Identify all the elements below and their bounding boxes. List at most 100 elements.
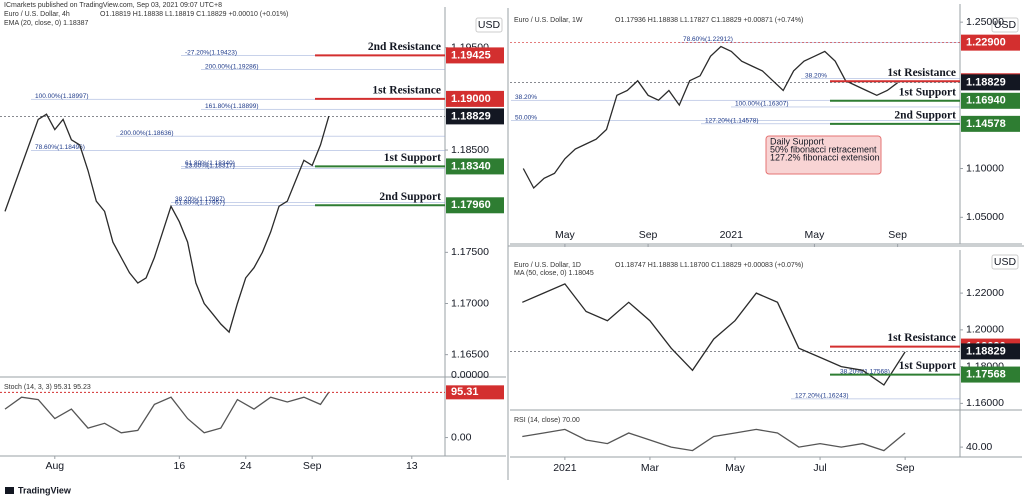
level-box (446, 158, 504, 175)
chart-title: Euro / U.S. Dollar, 1W (514, 17, 583, 24)
y-tick-label: 1.16000 (966, 397, 1004, 409)
fib-label: 38.20% (805, 72, 827, 79)
level-box (446, 108, 504, 125)
level-label: 1.19425 (451, 49, 491, 61)
level-name: 2nd Support (894, 109, 956, 121)
annotation-box (765, 135, 882, 175)
level-box (446, 47, 504, 64)
study-label: EMA (20, close, 0) 1.18387 (4, 20, 89, 27)
fib-label: 100.00%(1.16307) (735, 101, 789, 108)
fib-label: 200.00%(1.18636) (120, 130, 174, 137)
x-tick-label: 2021 (553, 462, 577, 474)
level-label: 1.18829 (966, 76, 1006, 88)
fib-label: 78.60%(1.18496) (35, 144, 85, 151)
price-line (522, 283, 906, 386)
y-tick-label: 1.16500 (451, 348, 489, 360)
fib-label: 61.80%(1.17957) (175, 199, 225, 206)
level-box (446, 385, 504, 400)
x-tick-label: Sep (888, 229, 907, 241)
y-tick-label: 1.20000 (966, 324, 1004, 336)
currency: USD (994, 256, 1017, 268)
fib-label: -27.20%(1.19423) (185, 49, 237, 56)
indicator-title: RSI (14, close) 70.00 (514, 417, 580, 424)
level-box (961, 92, 1020, 109)
level-label: 1.18829 (966, 345, 1006, 357)
indicator-top-label: 0.00000 (451, 369, 489, 381)
study-label: MA (50, close, 0) 1.18045 (514, 270, 594, 277)
level-name: 1st Resistance (372, 85, 441, 97)
level-name: 2nd Resistance (368, 41, 441, 53)
x-tick-label: May (805, 229, 826, 241)
level-label: 95.31 (451, 386, 479, 398)
x-tick-label: Sep (303, 460, 322, 472)
y-tick-label: 1.10000 (966, 162, 1004, 174)
y-tick-label: 40.00 (966, 441, 992, 453)
level-box (961, 366, 1020, 383)
indicator-line (4, 391, 330, 434)
currency: USD (994, 19, 1017, 31)
fib-label: 38.20%(1.17987) (175, 196, 225, 203)
y-tick-label: 1.22000 (966, 287, 1004, 299)
y-tick-label: 0.00 (451, 431, 472, 443)
fib-label: 100.00%(1.18997) (35, 93, 89, 100)
level-name: 1st Support (899, 86, 956, 98)
price-line (4, 113, 330, 334)
y-tick-label: 1.17500 (451, 246, 489, 258)
level-box (446, 90, 504, 107)
x-tick-label: 16 (173, 460, 185, 472)
x-tick-label: 13 (406, 460, 418, 472)
currency-box (991, 17, 1019, 33)
indicator-title: Stoch (14, 3, 3) 95.31 95.23 (4, 384, 91, 391)
x-tick-label: Sep (896, 462, 915, 474)
ohlc: O1.17936 H1.18838 L1.17827 C1.18829 +0.0… (615, 17, 803, 24)
y-tick-label: 1.17000 (451, 297, 489, 309)
level-box (446, 197, 504, 214)
ohlc: O1.18819 H1.18838 L1.18819 C1.18829 +0.0… (100, 11, 288, 18)
x-tick-label: Aug (45, 460, 64, 472)
level-name: 1st Support (899, 360, 956, 372)
fib-label: 127.20%(1.16243) (795, 393, 849, 400)
x-tick-label: Sep (639, 229, 658, 241)
level-label: 1.18829 (451, 110, 491, 122)
level-box (961, 343, 1020, 360)
y-tick-label: 1.18500 (451, 144, 489, 156)
level-label: 1.17568 (966, 368, 1006, 380)
level-label: 1.19000 (451, 93, 491, 105)
fib-label: 38.20% (515, 94, 537, 101)
annotation-line: 50% fibonacci retracement (770, 144, 877, 154)
x-tick-label: May (555, 229, 576, 241)
level-name: 1st Resistance (887, 67, 956, 79)
level-name: 1st Resistance (887, 332, 956, 344)
indicator-line (522, 428, 906, 452)
level-name: 2nd Support (379, 191, 441, 203)
price-line (522, 45, 898, 190)
x-tick-label: Mar (641, 462, 660, 474)
level-box (961, 74, 1020, 91)
level-label: 1.22900 (966, 37, 1006, 49)
fib-label: 127.20%(1.14578) (705, 118, 759, 125)
level-label: 1.17960 (451, 199, 491, 211)
level-label: 1.14578 (966, 118, 1006, 130)
annotation-line: 127.2% fibonacci extension (770, 152, 880, 162)
fib-label: 50.00% (515, 114, 537, 121)
currency-box (991, 254, 1019, 270)
y-tick-label: 1.25000 (966, 16, 1004, 28)
ohlc: O1.18747 H1.18838 L1.18700 C1.18829 +0.0… (615, 262, 803, 269)
fib-label: 78.60%(1.22912) (683, 36, 733, 43)
fib-label: 23.60%(1.18317) (185, 162, 235, 169)
logo-icon (5, 487, 14, 494)
footer-logo: TradingView (18, 485, 72, 495)
currency: USD (478, 19, 501, 31)
currency-box (475, 17, 503, 33)
x-tick-label: 2021 (720, 229, 744, 241)
publisher: ICmarkets published on TradingView.com, … (4, 2, 222, 9)
level-box (961, 115, 1020, 132)
level-label: 1.16940 (966, 95, 1006, 107)
x-tick-label: Jul (813, 462, 826, 474)
y-tick-label: 1.05000 (966, 211, 1004, 223)
level-box (961, 34, 1020, 51)
chart-title: Euro / U.S. Dollar, 4h (4, 11, 70, 18)
level-label: 1.18340 (451, 160, 491, 172)
annotation-line: Daily Support (770, 136, 825, 146)
